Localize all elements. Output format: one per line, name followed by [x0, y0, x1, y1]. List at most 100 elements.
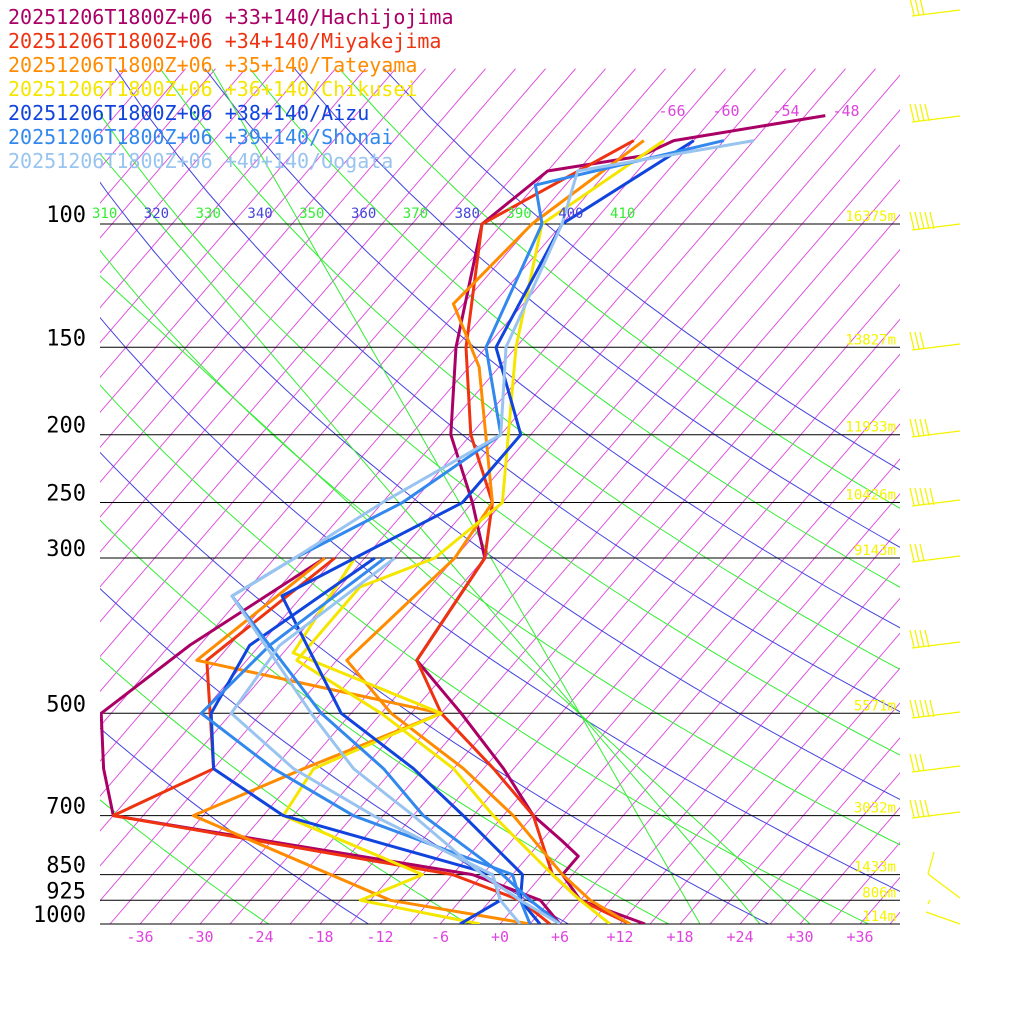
theta-label: 320: [144, 206, 169, 222]
dry-adiabat-line: [100, 316, 900, 892]
wind-barbs: [909, 0, 961, 925]
wind-barb-flag: [914, 799, 920, 818]
isotherm-line: [769, 772, 900, 924]
height-label: 11933m: [845, 420, 896, 436]
isotherm-line: [499, 458, 900, 924]
pressure-label: 1000: [33, 903, 86, 928]
dry-adiabat-line: [100, 657, 469, 924]
height-label: 10426m: [845, 488, 896, 504]
wind-barb-flag: [914, 418, 920, 437]
isotherm-line: [100, 68, 396, 414]
wind-barb-flag: [914, 211, 920, 230]
wind-barb-flag: [919, 211, 925, 230]
isotherm-line: [889, 911, 900, 924]
wind-barb: [911, 555, 961, 563]
wind-barb-flag: [919, 629, 925, 648]
isotherm-line: [349, 283, 900, 924]
height-label: 1433m: [854, 860, 896, 876]
dry-adiabat-line: [294, 68, 900, 548]
wind-barb-flag: [919, 331, 925, 350]
pressure-label: 250: [46, 482, 86, 507]
wind-barb-flag: [914, 543, 920, 562]
isotherm-line: [100, 68, 486, 518]
wind-barb-flag: [919, 418, 925, 437]
pressure-label: 500: [46, 692, 86, 717]
height-label: 5571m: [854, 698, 896, 714]
wind-barb: [911, 223, 961, 231]
dry-adiabat-line: [100, 451, 769, 924]
height-label: 114m: [862, 909, 896, 925]
isotherm-line: [100, 68, 246, 239]
upper-temperature-label: -54: [772, 102, 799, 120]
pressure-label: 150: [46, 326, 86, 351]
theta-label: 360: [351, 206, 376, 222]
wind-barb-flag: [919, 0, 925, 16]
temperature-tick-label: -12: [366, 928, 393, 946]
height-label: 806m: [862, 885, 896, 901]
wind-barb-flag: [914, 0, 920, 16]
sounding-profiles: [100, 114, 826, 924]
dry-adiabat-line: [100, 113, 900, 756]
wind-barb-flag: [924, 699, 930, 718]
isotherm-line: [229, 144, 900, 924]
pressure-label: 850: [46, 854, 86, 879]
temperature-line-4: [280, 139, 695, 924]
pressure-label: 100: [46, 203, 86, 228]
dry-adiabat-line: [383, 68, 900, 471]
pressure-label: 300: [46, 537, 86, 562]
dry-adiabat-line: [115, 68, 900, 713]
wind-barb: [911, 9, 961, 17]
isotherm-line: [589, 562, 900, 924]
wind-barb-flag: [929, 699, 935, 718]
temperature-tick-label: -30: [186, 928, 213, 946]
theta-label: 310: [92, 206, 117, 222]
height-label: 9143m: [854, 543, 896, 559]
wind-barb-flag: [909, 331, 915, 350]
legend-entry: 20251206T1800Z+06 +40+140/Oogata: [8, 149, 393, 173]
height-label: 16375m: [845, 209, 896, 225]
wind-barb-flag: [914, 753, 920, 772]
upper-temperature-label: -66: [658, 102, 685, 120]
wind-barb: [911, 115, 961, 123]
wind-barb-flag: [924, 487, 930, 506]
moist-adiabat-line: [100, 153, 761, 924]
legend-entry: 20251206T1800Z+06 +34+140/Miyakejima: [8, 29, 441, 53]
isotherm-line: [199, 109, 900, 924]
isotherm-line: [920, 69, 1024, 924]
wind-barb-flag: [919, 487, 925, 506]
temperature-tick-label: -6: [431, 928, 449, 946]
isotherm-line: [439, 388, 900, 924]
wind-barb-flag: [909, 753, 915, 772]
wind-barb-flag: [909, 211, 915, 230]
dry-adiabat-line: [338, 68, 900, 509]
theta-label: 340: [247, 206, 272, 222]
isotherm-line: [559, 527, 900, 924]
theta-label: 350: [299, 206, 324, 222]
isotherm-line: [739, 737, 900, 924]
wind-barb-flag: [919, 103, 925, 122]
isotherm-line: [649, 632, 900, 924]
wind-barb-flag: [909, 799, 915, 818]
height-label: 3032m: [854, 801, 896, 817]
isotherm-line: [100, 68, 666, 728]
wind-barb-flag: [909, 487, 915, 506]
theta-label: 400: [558, 206, 583, 222]
isotherm-line: [100, 68, 786, 867]
pressure-label: 925: [46, 879, 86, 904]
wind-barb-flag: [919, 799, 925, 818]
isotherm-line: [289, 214, 900, 924]
theta-label: 330: [196, 206, 221, 222]
pressure-label: 200: [46, 414, 86, 439]
dry-adiabat-line: [100, 519, 669, 924]
wind-barb-flag: [909, 629, 915, 648]
wind-barb: [911, 343, 961, 351]
upper-temperature-label: -60: [712, 102, 739, 120]
wind-barb-flag: [924, 211, 930, 230]
height-label: 13827m: [845, 332, 896, 348]
isotherm-line: [100, 68, 696, 762]
dry-adiabat-line: [249, 68, 900, 588]
wind-barb-flag: [924, 103, 930, 122]
wind-barb-flag: [909, 103, 915, 122]
